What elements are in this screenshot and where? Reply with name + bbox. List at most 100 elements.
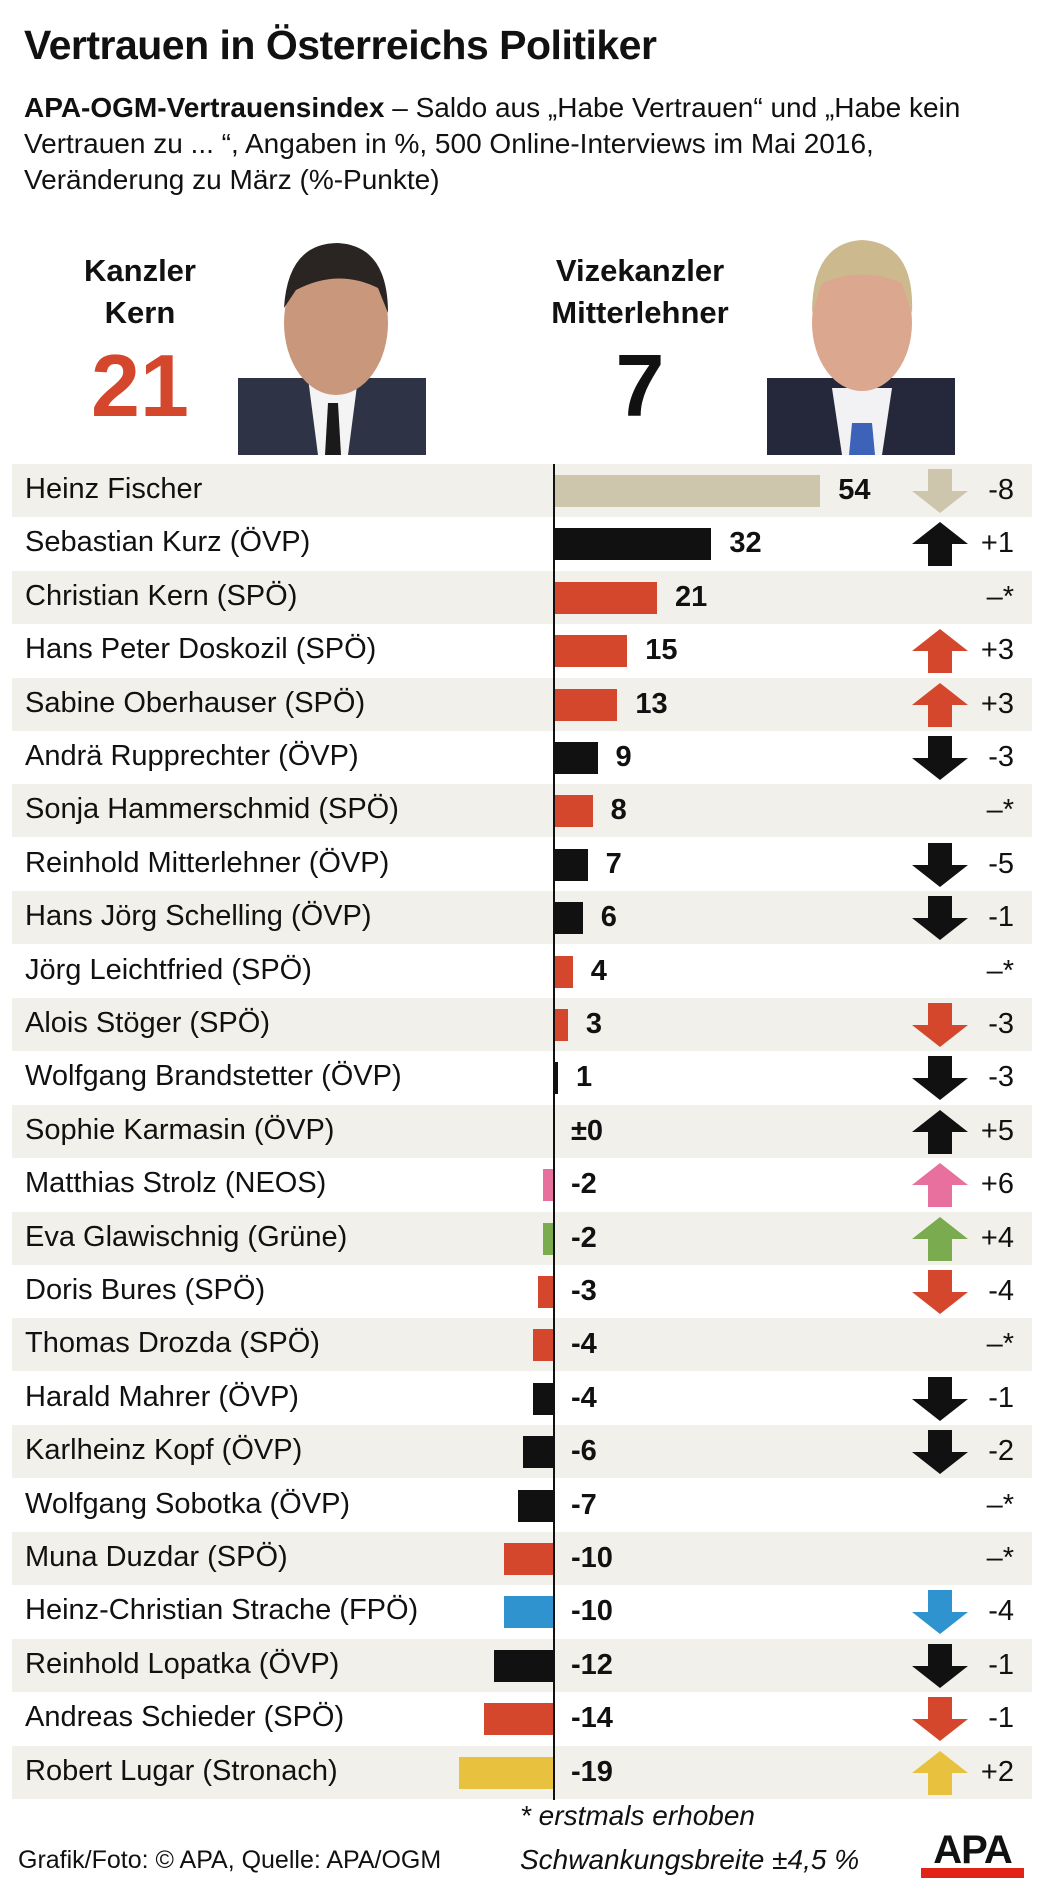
vice-chancellor-label: Vizekanzler Mitterlehner (520, 250, 760, 334)
change-label: -3 (988, 1008, 1014, 1040)
change-label: -4 (988, 1595, 1014, 1628)
value-label: -10 (571, 1595, 613, 1628)
politician-name: Andreas Schieder (SPÖ) (25, 1701, 345, 1734)
arrow-up-icon (912, 522, 968, 567)
footnote: * erstmals erhoben (520, 1800, 756, 1831)
bar (523, 1436, 553, 1469)
value-label: 13 (635, 687, 668, 720)
vice-chancellor-value: 7 (615, 336, 665, 435)
bar (553, 902, 583, 935)
change-label: -1 (988, 1648, 1014, 1681)
value-label: 7 (605, 847, 622, 880)
table-row: Doris Bures (SPÖ) -3 -4 (12, 1265, 1032, 1318)
politician-name: Karlheinz Kopf (ÖVP) (25, 1434, 303, 1467)
margin-of-error: Schwankungsbreite ±4,5 % (520, 1844, 860, 1875)
vice-chancellor-photo (767, 240, 955, 455)
arrow-down-icon (912, 1697, 968, 1742)
bar (553, 955, 573, 988)
arrow-down-icon (912, 736, 968, 780)
value-label: -14 (571, 1702, 613, 1735)
arrow-up-icon (912, 1109, 968, 1154)
value-label: -4 (571, 1328, 597, 1361)
politician-name: Sonja Hammerschmid (SPÖ) (25, 793, 399, 826)
politician-name: Reinhold Lopatka (ÖVP) (25, 1647, 340, 1680)
bar (518, 1489, 553, 1522)
value-label: -4 (571, 1381, 597, 1414)
bar (553, 1009, 568, 1041)
arrow-down-icon (912, 1430, 968, 1475)
bar (543, 1169, 553, 1202)
arrow-down-icon (912, 1056, 968, 1101)
politician-name: Muna Duzdar (SPÖ) (25, 1541, 288, 1573)
vice-chancellor-label-line2: Mitterlehner (551, 295, 729, 330)
change-label: +6 (980, 1168, 1014, 1201)
politician-name: Hans Peter Doskozil (SPÖ) (25, 633, 377, 666)
subtitle: APA-OGM-Vertrauensindex – Saldo aus „Hab… (24, 90, 1024, 198)
politician-name: Eva Glawischnig (Grüne) (25, 1220, 348, 1253)
arrow-down-icon (912, 1270, 968, 1314)
bar (553, 581, 657, 614)
change-label: -3 (988, 741, 1014, 773)
bar (483, 1703, 553, 1736)
arrow-up-icon (912, 682, 968, 727)
politician-name: Sophie Karmasin (ÖVP) (25, 1113, 335, 1146)
table-row: Jörg Leichtfried (SPÖ) 4 –* (12, 945, 1032, 998)
chancellor-label-line2: Kern (104, 295, 176, 330)
chancellor-label-line1: Kanzler (84, 253, 196, 288)
change-label: +3 (980, 634, 1014, 667)
bar (553, 688, 618, 721)
arrow-up-icon (912, 1216, 968, 1261)
politician-name: Andrä Rupprechter (ÖVP) (25, 740, 359, 772)
bar (553, 475, 821, 507)
value-label: 1 (575, 1061, 593, 1094)
value-label: 8 (610, 794, 627, 827)
arrow-down-icon (912, 1376, 968, 1421)
politician-name: Jörg Leichtfried (SPÖ) (25, 953, 312, 986)
bar (553, 795, 593, 828)
table-row: Sophie Karmasin (ÖVP) ±0 +5 (12, 1104, 1032, 1158)
bar (553, 742, 598, 774)
table-row: Andrä Rupprechter (ÖVP) 9 -3 (12, 731, 1032, 784)
bar (553, 848, 588, 881)
arrow-up-icon (912, 629, 968, 674)
table-row: Wolfgang Sobotka (ÖVP) -7 –* (12, 1479, 1032, 1532)
bar (458, 1756, 553, 1789)
value-label: -6 (571, 1435, 597, 1468)
bar (553, 635, 628, 668)
table-row: Alois Stöger (SPÖ) 3 -3 (12, 998, 1032, 1051)
change-label: -1 (988, 1381, 1014, 1414)
arrow-down-icon (912, 896, 968, 941)
change-label: +4 (980, 1221, 1014, 1254)
value-label: 6 (600, 901, 617, 934)
vice-chancellor-label-line1: Vizekanzler (555, 253, 725, 288)
bar (493, 1649, 553, 1682)
table-row: Heinz-Christian Strache (FPÖ) -10 -4 (12, 1585, 1032, 1638)
page-title: Vertrauen in Österreichs Politiker (24, 22, 657, 68)
arrow-down-icon (912, 1643, 968, 1688)
bar (543, 1222, 553, 1255)
change-label: +5 (980, 1114, 1014, 1147)
table-row: Sabine Oberhauser (SPÖ) 13 +3 (12, 677, 1032, 731)
arrow-up-icon (912, 1163, 968, 1208)
politician-name: Sebastian Kurz (ÖVP) (25, 526, 311, 559)
change-label: +2 (980, 1755, 1014, 1788)
bar (553, 1062, 558, 1095)
value-label: 9 (615, 741, 632, 773)
value-label: -10 (571, 1542, 613, 1574)
politician-name: Thomas Drozda (SPÖ) (25, 1327, 320, 1360)
change-label: -1 (988, 901, 1014, 934)
change-label: –* (986, 1488, 1014, 1521)
politician-name: Alois Stöger (SPÖ) (25, 1007, 270, 1039)
politician-name: Matthias Strolz (NEOS) (25, 1167, 327, 1200)
change-label: -1 (988, 1702, 1014, 1735)
change-label: –* (986, 1542, 1014, 1574)
change-label: -2 (988, 1435, 1014, 1468)
apa-logo: APA (921, 1830, 1024, 1878)
change-label: –* (986, 1328, 1014, 1361)
table-row: Sonja Hammerschmid (SPÖ) 8 –* (12, 784, 1032, 838)
value-label: 21 (674, 580, 708, 613)
table-row: Andreas Schieder (SPÖ) -14 -1 (12, 1692, 1032, 1745)
value-label: -3 (571, 1275, 597, 1307)
change-label: –* (986, 954, 1014, 987)
table-row: Christian Kern (SPÖ) 21 –* (12, 570, 1032, 624)
